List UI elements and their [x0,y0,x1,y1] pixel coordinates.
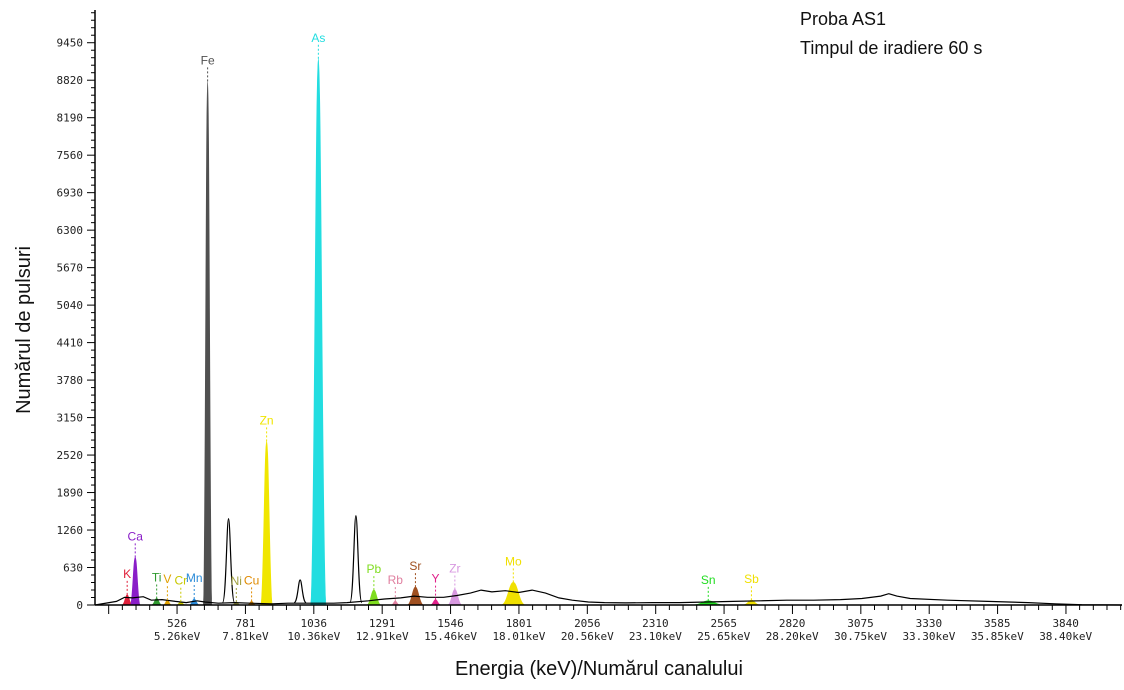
x-tick-energy-label: 25.65keV [697,630,750,643]
element-label-k: K [123,567,131,581]
element-label-mo: Mo [505,554,522,568]
y-tick-label: 8190 [57,112,84,125]
x-tick-energy-label: 33.30keV [902,630,955,643]
x-tick-energy-label: 18.01keV [492,630,545,643]
x-tick-channel-label: 526 [167,617,187,630]
peak-zr [447,589,463,606]
x-tick-channel-label: 1546 [437,617,464,630]
spectrum-line [94,589,1123,606]
element-label-as: As [311,31,325,45]
x-tick-channel-label: 3840 [1052,617,1079,630]
y-tick-label: 5040 [57,299,84,312]
x-tick-energy-label: 7.81keV [222,630,269,643]
x-tick-channel-label: 1801 [506,617,533,630]
x-tick-channel-label: 781 [235,617,255,630]
y-axis-ticks: 0 630 1260 1890 2520 3150 3780 4410 5040 5670 6300… [57,12,95,612]
element-label-mn: Mn [186,571,203,585]
x-axis-title: Energia (keV)/Numărul canalului [455,658,743,680]
y-tick-label: 1260 [57,524,84,537]
element-label-ti: Ti [152,570,162,584]
y-axis-title: Numărul de pulsuri [13,246,35,414]
element-label-ni: Ni [231,574,242,588]
peak-pb [366,589,382,606]
y-tick-label: 3150 [57,412,84,425]
x-tick-channel-label: 2056 [574,617,601,630]
element-label-zr: Zr [449,562,460,576]
unlabeled-peak [349,515,363,604]
element-label-pb: Pb [367,562,382,576]
x-tick-channel-label: 1291 [369,617,396,630]
y-tick-label: 6300 [57,224,84,237]
y-tick-label: 1890 [57,487,84,500]
x-tick-channel-label: 1036 [301,617,328,630]
axes [94,10,1122,606]
element-label-cr: Cr [174,574,187,588]
x-tick-energy-label: 5.26keV [154,630,201,643]
unlabeled-peak [221,518,236,604]
y-tick-label: 6930 [57,187,84,200]
peak-zn [260,440,274,606]
x-tick-channel-label: 3585 [984,617,1011,630]
element-peaks [122,58,760,606]
element-label-rb: Rb [388,573,404,587]
peak-as [309,58,327,606]
peak-mo [501,581,526,606]
sample-annotation: Proba AS1 [800,9,886,29]
x-tick-energy-label: 15.46keV [424,630,477,643]
y-tick-label: 5670 [57,262,84,275]
element-label-sn: Sn [701,573,716,587]
element-label-v: V [163,572,171,586]
y-tick-label: 4410 [57,337,84,350]
x-tick-energy-label: 20.56keV [561,630,614,643]
spectrum-line-layer [94,515,1123,606]
y-tick-label: 0 [76,599,83,612]
element-label-sr: Sr [409,559,421,573]
peak-ca [129,556,141,606]
x-tick-channel-label: 2310 [642,617,669,630]
y-tick-label: 3780 [57,374,84,387]
x-tick-energy-label: 35.85keV [971,630,1024,643]
y-tick-label: 9450 [57,37,84,50]
x-tick-energy-label: 28.20keV [766,630,819,643]
element-label-sb: Sb [744,572,759,586]
x-tick-channel-label: 2565 [711,617,738,630]
element-label-cu: Cu [244,573,259,587]
y-tick-label: 7560 [57,149,84,162]
x-tick-energy-label: 10.36keV [287,630,340,643]
y-tick-label: 8820 [57,74,84,87]
element-label-y: Y [432,572,440,586]
x-tick-channel-label: 2820 [779,617,806,630]
x-tick-energy-label: 23.10keV [629,630,682,643]
x-tick-energy-label: 30.75keV [834,630,887,643]
element-label-zn: Zn [260,413,274,427]
unlabeled-peak [293,579,307,604]
x-tick-energy-label: 38.40keV [1039,630,1092,643]
y-tick-label: 2520 [57,449,84,462]
irradiation-time-annotation: Timpul de iradiere 60 s [800,38,982,58]
y-tick-label: 630 [63,562,83,575]
x-tick-channel-label: 3075 [847,617,874,630]
x-tick-energy-label: 12.91keV [356,630,409,643]
peak-fe [202,80,213,606]
element-label-ca: Ca [128,529,144,543]
peak-y [430,599,441,606]
element-label-fe: Fe [201,53,215,67]
x-tick-channel-label: 3330 [916,617,943,630]
